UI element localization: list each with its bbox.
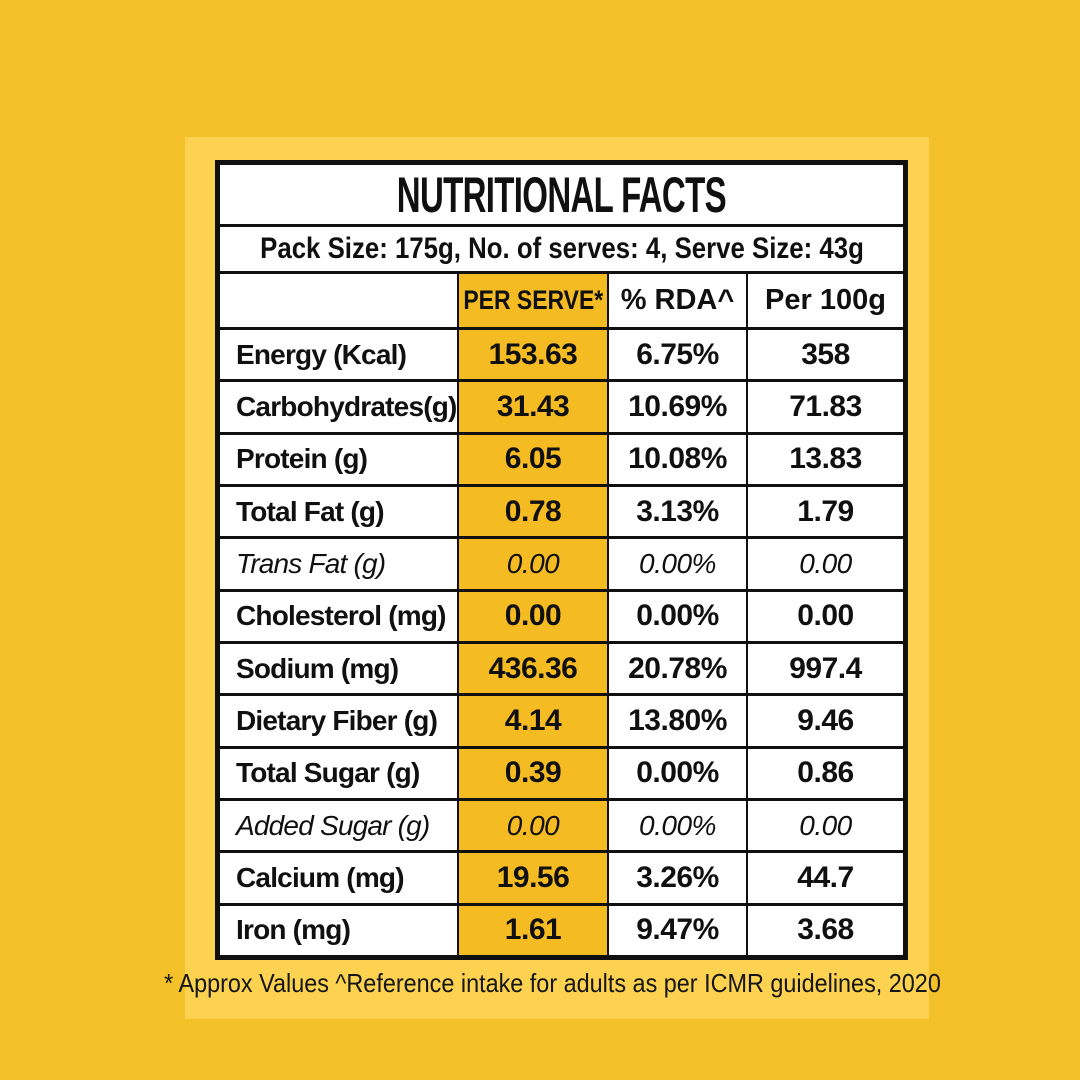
per-100g-cell: 44.7 <box>797 860 854 894</box>
per-100g-cell: 0.00 <box>799 809 852 841</box>
per-serve-cell: 6.05 <box>459 434 609 484</box>
nutrient-label-cell: Energy (Kcal) <box>220 330 459 380</box>
table-row-protein: Protein (g) 6.05 10.08% 13.83 <box>220 434 903 487</box>
nutrient-label-cell: Total Fat (g) <box>220 486 459 537</box>
table-title-row: NUTRITIONAL FACTS <box>220 165 903 227</box>
per-serve-cell: 0.39 <box>459 748 609 798</box>
per-serve-cell: 1.61 <box>459 905 609 955</box>
rda-cell: 0.00% <box>609 591 748 641</box>
table-row-total-fat: Total Fat (g) 0.78 3.13% 1.79 <box>220 486 903 540</box>
nutrient-label-cell: Dietary Fiber (g) <box>220 696 459 746</box>
nutrient-label-cell: Protein (g) <box>220 434 459 484</box>
nutrient-label-cell: Trans Fat (g) <box>220 539 459 589</box>
rda-cell: 3.13% <box>609 486 748 537</box>
nutrient-label-cell: Added Sugar (g) <box>220 800 459 851</box>
table-row-calcium: Calcium (mg) 19.56 3.26% 44.7 <box>220 853 903 906</box>
per-serve-cell: 436.36 <box>459 643 609 694</box>
rda-cell: 10.69% <box>609 382 748 432</box>
rda-cell: 20.78% <box>609 643 748 694</box>
rda-cell: 0.00% <box>609 800 748 851</box>
per-serve-cell: 31.43 <box>459 382 609 432</box>
table-row-carbohydrates: Carbohydrates(g) 31.43 10.69% 71.83 <box>220 382 903 435</box>
per-serve-cell: 4.14 <box>459 696 609 746</box>
header-per-serve-label: PER SERVE* <box>463 285 603 315</box>
rda-cell: 13.80% <box>609 696 748 746</box>
per-100g-cell: 0.86 <box>797 756 854 790</box>
table-header-row: PER SERVE* % RDA^ Per 100g <box>220 274 903 330</box>
header-per-100g-label: Per 100g <box>765 284 886 316</box>
header-rda-label: % RDA^ <box>620 284 735 316</box>
rda-cell: 3.26% <box>609 853 748 903</box>
rda-cell: 9.47% <box>609 905 748 955</box>
table-row-energy: Energy (Kcal) 153.63 6.75% 358 <box>220 330 903 383</box>
label-panel: NUTRITIONAL FACTS Pack Size: 175g, No. o… <box>164 137 940 1019</box>
footnote-text: * Approx Values ^Reference intake for ad… <box>163 967 941 998</box>
rda-cell: 6.75% <box>609 330 748 380</box>
per-serve-cell: 0.00 <box>459 800 609 851</box>
per-serve-cell: 0.00 <box>459 539 609 589</box>
table-row-total-sugar: Total Sugar (g) 0.39 0.00% 0.86 <box>220 748 903 801</box>
per-100g-cell: 3.68 <box>797 913 854 947</box>
per-100g-cell: 13.83 <box>789 442 862 476</box>
table-row-cholesterol: Cholesterol (mg) 0.00 0.00% 0.00 <box>220 591 903 644</box>
per-100g-cell: 0.00 <box>799 547 852 579</box>
per-100g-cell: 71.83 <box>789 389 862 423</box>
per-100g-cell: 9.46 <box>797 703 854 737</box>
per-serve-cell: 0.00 <box>459 591 609 641</box>
nutrient-label-cell: Cholesterol (mg) <box>220 591 459 641</box>
per-100g-cell: 0.00 <box>797 599 854 633</box>
table-row-trans-fat: Trans Fat (g) 0.00 0.00% 0.00 <box>220 539 903 592</box>
nutrient-label-cell: Sodium (mg) <box>220 643 459 694</box>
per-serve-cell: 0.78 <box>459 486 609 537</box>
per-serve-cell: 153.63 <box>459 330 609 380</box>
nutrition-facts-table: NUTRITIONAL FACTS Pack Size: 175g, No. o… <box>215 160 908 960</box>
per-100g-cell: 1.79 <box>797 494 854 528</box>
table-row-iron: Iron (mg) 1.61 9.47% 3.68 <box>220 905 903 955</box>
nutrient-label-cell: Calcium (mg) <box>220 853 459 903</box>
per-100g-cell: 358 <box>801 337 850 371</box>
table-row-sodium: Sodium (mg) 436.36 20.78% 997.4 <box>220 643 903 697</box>
table-grid: PER SERVE* % RDA^ Per 100g Energy (Kcal)… <box>220 274 903 955</box>
pack-info-text: Pack Size: 175g, No. of serves: 4, Serve… <box>259 232 864 265</box>
pack-info-row: Pack Size: 175g, No. of serves: 4, Serve… <box>220 227 903 274</box>
header-nutrient-cell <box>220 274 459 327</box>
nutrient-label-cell: Total Sugar (g) <box>220 748 459 798</box>
footnote-row: * Approx Values ^Reference intake for ad… <box>163 960 941 1006</box>
rda-cell: 0.00% <box>609 539 748 589</box>
per-serve-cell: 19.56 <box>459 853 609 903</box>
header-per-serve-cell: PER SERVE* <box>459 274 609 327</box>
header-per-100g-cell: Per 100g <box>748 274 903 327</box>
per-100g-cell: 997.4 <box>789 651 862 685</box>
table-row-added-sugar: Added Sugar (g) 0.00 0.00% 0.00 <box>220 800 903 854</box>
header-rda-cell: % RDA^ <box>609 274 748 327</box>
rda-cell: 0.00% <box>609 748 748 798</box>
rda-cell: 10.08% <box>609 434 748 484</box>
table-row-dietary-fiber: Dietary Fiber (g) 4.14 13.80% 9.46 <box>220 696 903 749</box>
nutrient-label-cell: Iron (mg) <box>220 905 459 955</box>
nutrient-label-cell: Carbohydrates(g) <box>220 382 459 432</box>
table-title: NUTRITIONAL FACTS <box>396 166 727 223</box>
